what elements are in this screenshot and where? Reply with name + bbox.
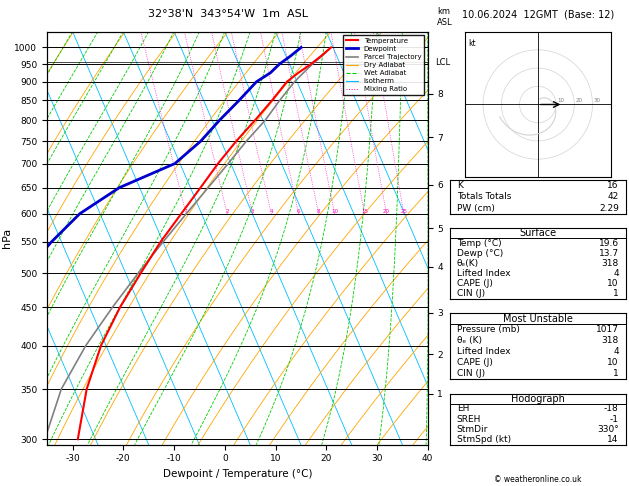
Text: -18: -18 [604,404,619,414]
Text: 330°: 330° [597,425,619,434]
Text: StmSpd (kt): StmSpd (kt) [457,435,511,444]
Text: SREH: SREH [457,415,481,424]
Legend: Temperature, Dewpoint, Parcel Trajectory, Dry Adiabat, Wet Adiabat, Isotherm, Mi: Temperature, Dewpoint, Parcel Trajectory… [343,35,424,95]
Text: LCL: LCL [435,58,450,67]
Text: Surface: Surface [519,228,557,239]
Text: Temp (°C): Temp (°C) [457,239,501,248]
Text: 318: 318 [601,336,619,346]
Text: EH: EH [457,404,469,414]
Text: Pressure (mb): Pressure (mb) [457,325,520,334]
Text: 10.06.2024  12GMT  (Base: 12): 10.06.2024 12GMT (Base: 12) [462,9,614,19]
Text: 10: 10 [557,98,564,103]
Text: 3: 3 [251,208,254,214]
Text: 4: 4 [269,208,273,214]
Text: 15: 15 [361,208,368,214]
Text: 1: 1 [184,208,188,214]
Text: 14: 14 [608,435,619,444]
Text: 25: 25 [401,208,408,214]
Text: θₑ(K): θₑ(K) [457,259,479,268]
Text: 1: 1 [613,289,619,298]
Text: 1: 1 [613,369,619,378]
Text: K: K [457,181,463,190]
Text: Most Unstable: Most Unstable [503,314,573,324]
Text: km
ASL: km ASL [437,7,453,27]
Text: 2: 2 [225,208,229,214]
Text: CAPE (J): CAPE (J) [457,279,493,288]
Text: 30: 30 [593,98,601,103]
X-axis label: Dewpoint / Temperature (°C): Dewpoint / Temperature (°C) [163,469,312,479]
Text: 20: 20 [575,98,582,103]
Y-axis label: hPa: hPa [2,228,12,248]
Text: CIN (J): CIN (J) [457,289,485,298]
Text: 32°38'N  343°54'W  1m  ASL: 32°38'N 343°54'W 1m ASL [148,9,308,19]
Text: 20: 20 [383,208,390,214]
Text: CIN (J): CIN (J) [457,369,485,378]
Text: 4: 4 [613,269,619,278]
Text: © weatheronline.co.uk: © weatheronline.co.uk [494,474,582,484]
Text: 318: 318 [601,259,619,268]
Text: 13.7: 13.7 [599,249,619,258]
Text: PW (cm): PW (cm) [457,204,494,213]
Text: CAPE (J): CAPE (J) [457,358,493,367]
Text: 19.6: 19.6 [599,239,619,248]
Text: 8: 8 [317,208,320,214]
Text: Lifted Index: Lifted Index [457,347,510,356]
Text: 1017: 1017 [596,325,619,334]
Text: Dewp (°C): Dewp (°C) [457,249,503,258]
Text: 10: 10 [331,208,338,214]
Text: Totals Totals: Totals Totals [457,192,511,201]
Text: 16: 16 [608,181,619,190]
Text: 10: 10 [608,358,619,367]
Text: 4: 4 [613,347,619,356]
Text: Hodograph: Hodograph [511,394,565,404]
Text: kt: kt [469,39,476,48]
Text: 6: 6 [297,208,300,214]
Text: 42: 42 [608,192,619,201]
Text: 10: 10 [608,279,619,288]
Text: Lifted Index: Lifted Index [457,269,510,278]
Text: StmDir: StmDir [457,425,488,434]
Text: θₑ (K): θₑ (K) [457,336,482,346]
Text: 2.29: 2.29 [599,204,619,213]
Text: -1: -1 [610,415,619,424]
